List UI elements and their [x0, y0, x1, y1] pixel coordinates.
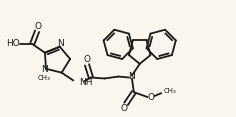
Text: O: O — [34, 22, 42, 31]
Text: O: O — [148, 93, 155, 102]
Text: N: N — [41, 65, 47, 74]
Text: N: N — [129, 72, 135, 81]
Text: HO: HO — [6, 39, 20, 48]
Text: CH₃: CH₃ — [38, 75, 51, 80]
Text: O: O — [121, 104, 128, 113]
Text: NH: NH — [79, 78, 93, 87]
Text: N: N — [57, 39, 64, 48]
Text: O: O — [84, 55, 90, 64]
Text: CH₃: CH₃ — [164, 88, 176, 94]
